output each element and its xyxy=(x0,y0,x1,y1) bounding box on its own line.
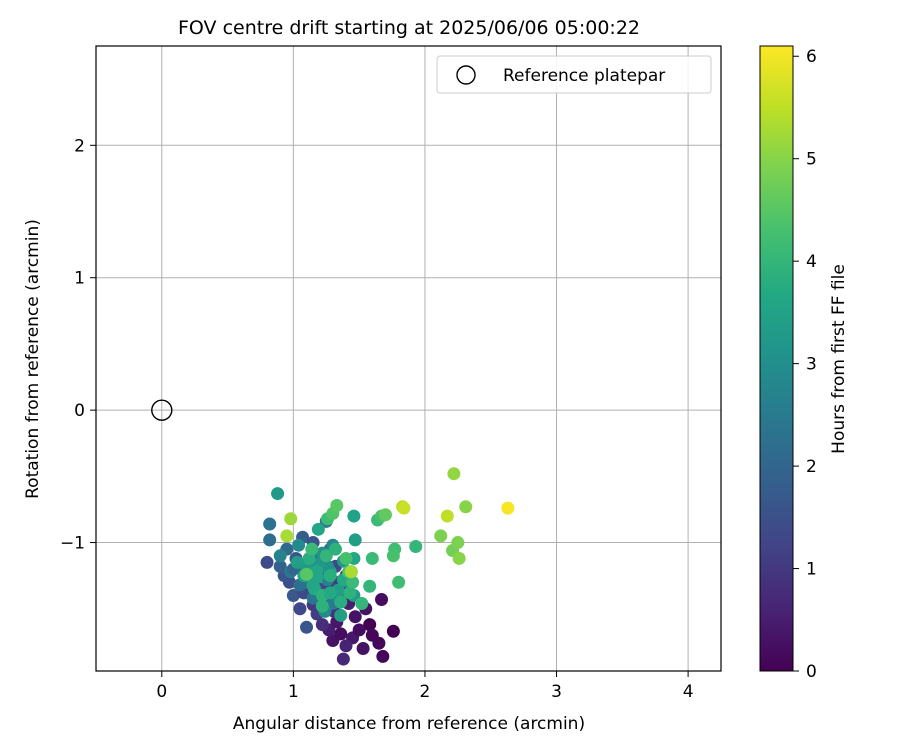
data-point xyxy=(397,501,411,515)
data-point xyxy=(440,509,454,523)
data-point xyxy=(306,578,320,592)
colorbar-tick-label: 1 xyxy=(806,560,817,580)
y-tick-label: 0 xyxy=(74,401,85,421)
legend: Reference platepar xyxy=(436,55,712,94)
colorbar-tick-label: 3 xyxy=(806,355,817,375)
colorbar-tick-label: 5 xyxy=(806,150,817,170)
data-point xyxy=(334,595,348,609)
data-point xyxy=(348,610,362,624)
data-point xyxy=(459,500,473,514)
data-point xyxy=(271,487,285,501)
data-point xyxy=(315,599,329,613)
data-point xyxy=(347,509,361,523)
data-point xyxy=(330,498,344,512)
chart-title: FOV centre drift starting at 2025/06/06 … xyxy=(178,17,640,39)
data-point xyxy=(323,569,337,583)
x-axis-ticks: 0 1 2 3 4 xyxy=(156,671,694,702)
data-point xyxy=(352,623,366,637)
legend-marker-icon xyxy=(456,65,476,85)
data-point xyxy=(263,533,277,547)
data-point xyxy=(311,522,325,536)
legend-box xyxy=(436,55,712,94)
data-point xyxy=(328,542,342,556)
data-point xyxy=(451,536,465,550)
data-point xyxy=(343,586,357,600)
data-point xyxy=(290,555,304,569)
data-point xyxy=(300,620,314,634)
legend-label: Reference platepar xyxy=(503,66,665,86)
data-point xyxy=(310,565,324,579)
grid-lines xyxy=(96,46,721,671)
x-tick-label: 2 xyxy=(420,682,431,702)
data-point xyxy=(378,508,392,522)
data-point xyxy=(263,517,277,531)
colorbar-tick-label: 0 xyxy=(806,662,817,682)
data-point xyxy=(286,589,300,603)
data-point xyxy=(334,608,348,622)
data-point xyxy=(339,639,353,653)
data-point xyxy=(386,624,400,638)
data-point xyxy=(348,533,362,547)
data-points xyxy=(260,467,515,666)
data-point xyxy=(315,618,329,632)
data-point xyxy=(376,649,390,663)
data-point xyxy=(260,555,274,569)
colorbar-tick-label: 4 xyxy=(806,252,817,272)
x-tick-label: 4 xyxy=(683,682,694,702)
x-axis-label: Angular distance from reference (arcmin) xyxy=(233,714,585,734)
colorbar-label: Hours from first FF file xyxy=(829,264,849,454)
data-point xyxy=(409,540,423,554)
data-point xyxy=(300,567,314,581)
data-point xyxy=(365,551,379,565)
x-tick-label: 1 xyxy=(288,682,299,702)
data-point xyxy=(356,641,370,655)
reference-point xyxy=(151,399,173,421)
data-point xyxy=(284,512,298,526)
y-tick-label: −1 xyxy=(60,534,85,554)
data-point xyxy=(339,551,353,565)
data-point xyxy=(346,575,360,589)
data-point xyxy=(392,575,406,589)
y-tick-label: 1 xyxy=(74,269,85,289)
colorbar-tick-label: 6 xyxy=(806,47,817,67)
data-point xyxy=(273,559,287,573)
data-point xyxy=(447,467,461,481)
data-point xyxy=(452,551,466,565)
data-point xyxy=(293,602,307,616)
colorbar-tick-label: 2 xyxy=(806,457,817,477)
data-point xyxy=(292,538,306,552)
colorbar-ticks: 0 1 2 3 4 5 6 xyxy=(793,47,817,682)
data-point xyxy=(434,529,448,543)
data-point xyxy=(305,542,319,556)
y-axis-ticks: −1 0 1 2 xyxy=(60,136,96,554)
data-point xyxy=(501,501,515,515)
data-point xyxy=(355,596,369,610)
colorbar-gradient xyxy=(759,45,794,672)
data-point xyxy=(323,586,337,600)
data-point xyxy=(334,627,348,641)
y-tick-label: 2 xyxy=(74,136,85,156)
x-tick-label: 3 xyxy=(551,682,562,702)
plot-frame xyxy=(95,45,722,672)
data-point xyxy=(375,592,389,606)
colorbar: 0 1 2 3 4 5 6 Hours from first FF file xyxy=(759,45,849,682)
data-point xyxy=(344,565,358,579)
data-point xyxy=(280,529,294,543)
data-point xyxy=(386,549,400,563)
data-point xyxy=(363,618,377,632)
data-point xyxy=(365,628,379,642)
data-point xyxy=(319,549,333,563)
data-point xyxy=(336,652,350,666)
data-point xyxy=(273,549,287,563)
x-tick-label: 0 xyxy=(156,682,167,702)
data-point xyxy=(363,579,377,593)
y-axis-label: Rotation from reference (arcmin) xyxy=(23,219,43,499)
reference-marker xyxy=(151,399,173,421)
